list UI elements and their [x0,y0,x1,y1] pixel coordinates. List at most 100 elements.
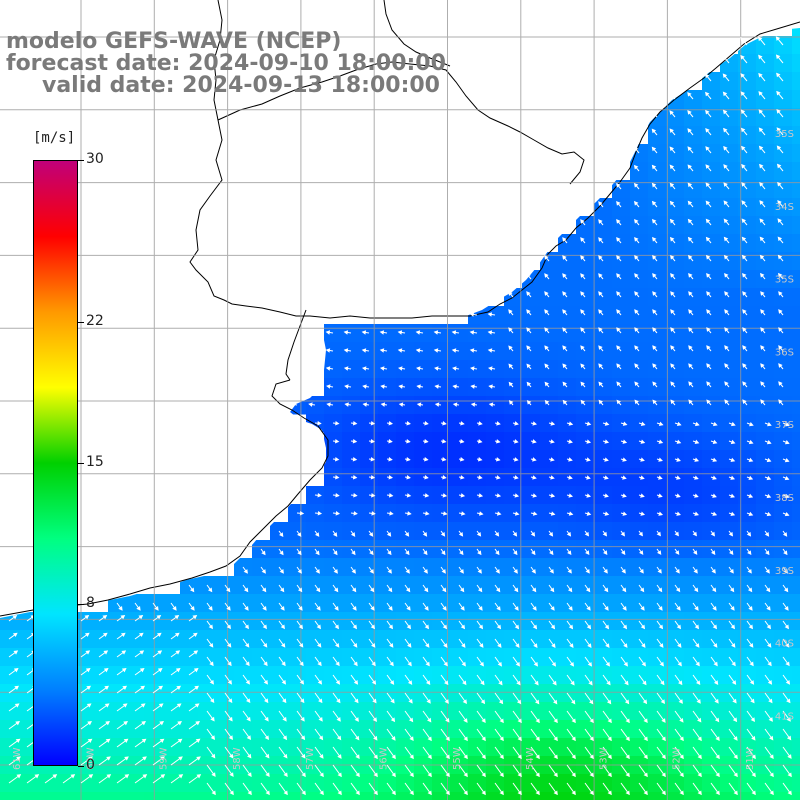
wind-arrow [548,493,556,498]
wind-arrow [566,692,576,705]
wind-arrow [656,602,663,611]
wind-arrow [386,566,392,574]
wind-arrow [386,475,394,480]
wind-arrow [350,511,358,516]
wind-arrow [759,218,766,226]
wind-arrow [782,746,792,759]
wind-arrow [530,602,537,611]
field-cell [720,378,739,397]
wind-arrow [728,656,736,667]
wind-arrow [764,475,772,481]
field-cell [648,324,667,343]
field-cell [756,396,775,415]
wind-arrow [656,421,664,426]
field-cell [792,522,800,541]
wind-arrow [651,110,658,118]
wind-arrow [404,511,412,516]
field-cell [702,198,721,217]
wind-arrow [764,530,770,537]
wind-arrow [616,273,622,280]
field-cell [630,198,649,217]
wind-arrow [488,366,496,371]
wind-arrow [440,566,446,574]
wind-arrow [704,73,712,82]
wind-arrow [224,638,232,648]
wind-arrow [476,746,486,760]
wind-arrow [544,363,550,370]
wind-arrow [566,638,574,648]
wind-arrow [633,164,640,172]
wind-arrow [674,493,681,498]
wind-arrow [760,363,766,370]
wind-arrow [616,345,622,352]
wind-arrow [548,728,558,742]
colorbar-unit-label: [m/s] [33,130,76,146]
wind-arrow [778,291,784,298]
wind-arrow [548,692,558,705]
field-cell [720,216,739,235]
wind-arrow [656,710,666,723]
wind-arrow [602,782,612,796]
wind-arrow [728,602,735,611]
wind-arrow [656,530,661,537]
wind-arrow [494,421,501,426]
wind-arrow [242,620,249,630]
wind-arrow [764,493,772,499]
wind-arrow [602,728,612,742]
wind-arrow [368,530,374,537]
wind-arrow [512,548,518,556]
wind-arrow [526,363,532,370]
wind-arrow [616,309,622,316]
field-cell [648,396,667,415]
wind-arrow [343,330,352,335]
wind-arrow [224,674,232,685]
field-cell [432,378,451,397]
wind-arrow [764,728,774,741]
wind-arrow [782,457,790,463]
wind-arrow [368,746,378,760]
field-cell [576,792,595,800]
field-cell [720,270,739,289]
wind-arrow [598,255,604,262]
wind-arrow [710,692,719,704]
wind-arrow [674,421,682,427]
field-cell [414,324,433,343]
wind-arrow [764,638,772,648]
wind-arrow [777,272,784,280]
wind-arrow [440,493,448,498]
field-cell [720,144,739,163]
wind-arrow [422,656,430,667]
field-cell [360,792,379,800]
field-cell [522,342,541,361]
field-cell [720,396,739,415]
field-cell [378,378,397,397]
lat-label: 35S [775,129,794,140]
wind-arrow [562,345,568,352]
colorbar-tick-mark [78,766,84,767]
field-cell [540,288,559,307]
wind-arrow [278,602,285,611]
wind-arrow [705,200,712,208]
wind-arrow [451,330,460,335]
wind-arrow [616,255,622,262]
field-cell [702,162,721,181]
wind-arrow [602,638,610,648]
wind-arrow [616,291,622,298]
wind-arrow [314,492,322,498]
field-cell [666,792,685,800]
wind-arrow [548,421,556,426]
wind-arrow [242,638,250,648]
wind-arrow [651,128,658,136]
field-cell [612,216,631,235]
wind-arrow [705,109,712,118]
wind-arrow [422,475,429,480]
field-cell [612,270,631,289]
field-cell [666,252,685,271]
wind-arrow [494,692,504,705]
wind-arrow [434,402,442,407]
wind-arrow [602,511,610,516]
wind-arrow [278,692,287,704]
wind-arrow [325,366,334,371]
wind-arrow [134,756,147,766]
wind-arrow [687,146,694,154]
